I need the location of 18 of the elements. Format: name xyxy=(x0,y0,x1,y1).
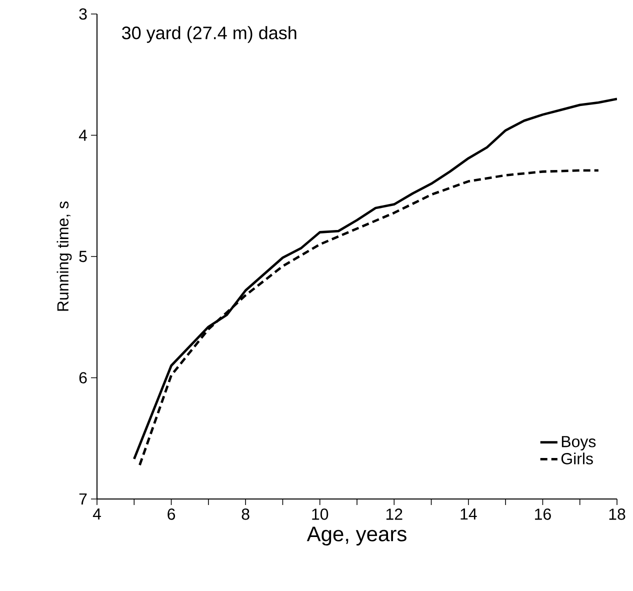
x-axis-title: Age, years xyxy=(306,526,406,546)
y-axis-title: Running time, s xyxy=(56,202,72,311)
x-tick-label: 14 xyxy=(460,508,477,520)
y-tick-label: 4 xyxy=(78,130,87,141)
x-tick-label: 10 xyxy=(312,508,328,520)
x-tick-label: 8 xyxy=(242,508,250,520)
y-tick-label: 3 xyxy=(79,8,87,20)
y-tick-label: 7 xyxy=(79,493,87,504)
x-tick-label: 18 xyxy=(609,508,626,520)
text: 30 yard (27.4 m) dash xyxy=(122,26,296,43)
legend-label: Boys xyxy=(562,436,596,450)
legend-label: Girls xyxy=(561,452,593,464)
x-tick-label: 6 xyxy=(168,508,176,520)
y-tick-label: 5 xyxy=(79,250,87,262)
x-tick-label: 12 xyxy=(386,508,402,520)
x-tick-label: 16 xyxy=(535,508,551,520)
y-tick-label: 6 xyxy=(79,372,87,384)
x-tick-label: 4 xyxy=(92,508,101,520)
